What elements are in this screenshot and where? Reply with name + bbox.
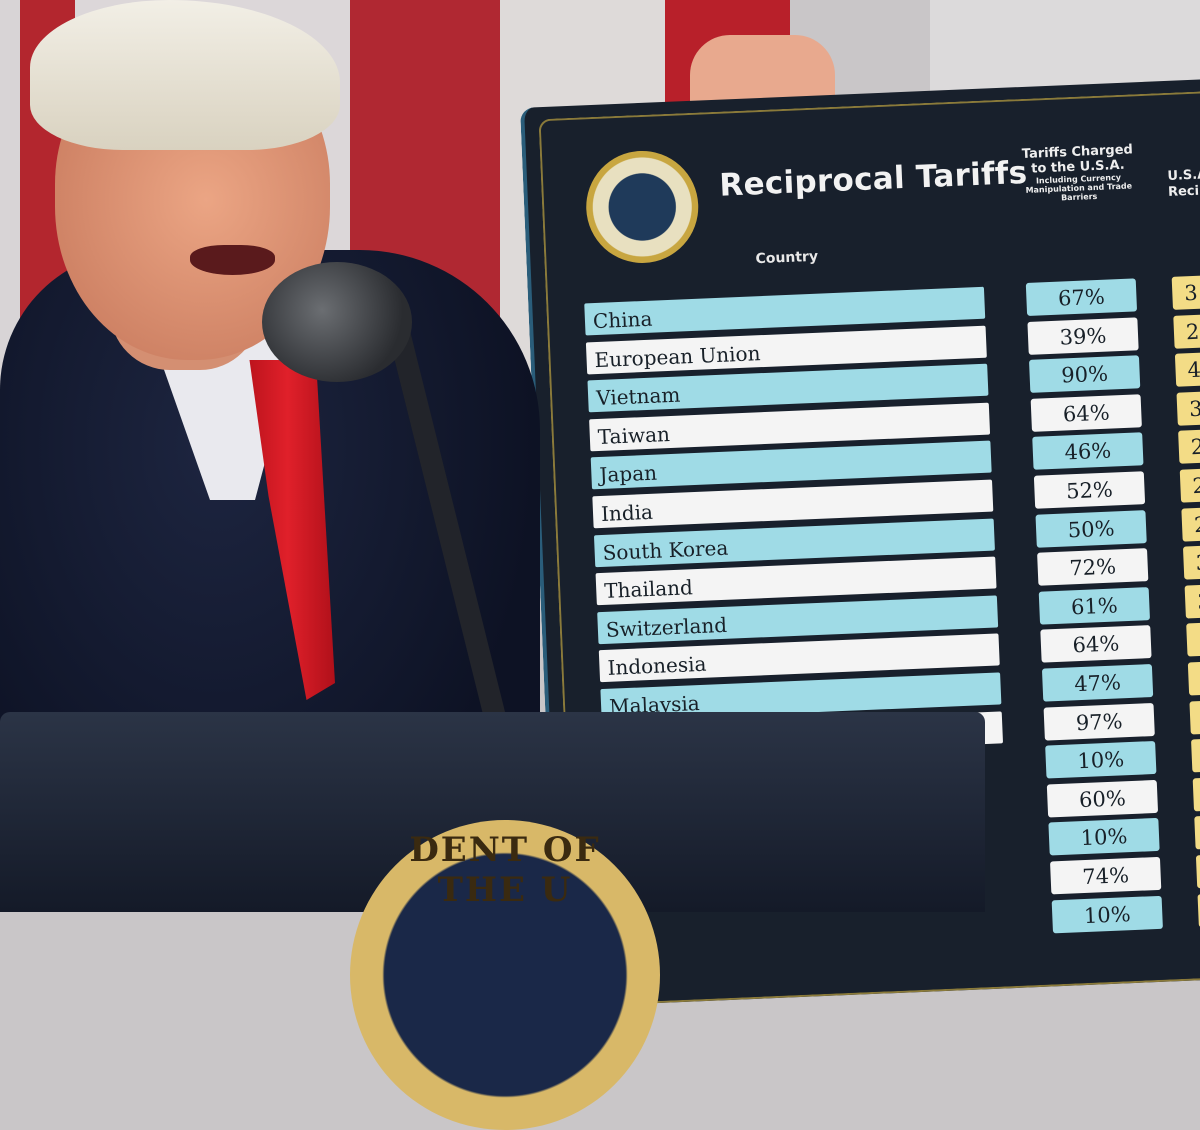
- charged-cell: 72%: [1037, 548, 1149, 586]
- charged-cell: 67%: [1025, 278, 1138, 316]
- charged-subheader: Including Currency Manipulation and Trad…: [1025, 172, 1133, 203]
- charged-cell: 47%: [1041, 664, 1154, 702]
- charged-header-title: Tariffs Charged to the U.S.A.: [1021, 142, 1134, 177]
- charged-header: Tariffs Charged to the U.S.A. Including …: [1018, 142, 1138, 204]
- mouth: [190, 245, 275, 275]
- charged-cell: 90%: [1029, 355, 1141, 394]
- charged-cell: 52%: [1033, 471, 1146, 509]
- charged-cell: 10%: [1045, 741, 1157, 779]
- reciprocal-cell: 26: [1179, 464, 1200, 503]
- charged-cell: 74%: [1050, 856, 1162, 895]
- reciprocal-cell: 3: [1171, 271, 1200, 310]
- reciprocal-cell: 10: [1191, 734, 1200, 773]
- reciprocal-cell: 30: [1192, 773, 1200, 812]
- charged-cell: 97%: [1043, 702, 1155, 741]
- reciprocal-cell: 31: [1184, 580, 1200, 619]
- charged-cell: 64%: [1040, 625, 1152, 664]
- reciprocal-cell: 4: [1174, 348, 1200, 387]
- charged-cell: 46%: [1032, 432, 1144, 471]
- reciprocal-cell: 3: [1176, 387, 1200, 426]
- reciprocal-cell: 32: [1186, 618, 1200, 657]
- reciprocal-cell: 2: [1173, 310, 1200, 349]
- charged-cell: 50%: [1035, 509, 1147, 548]
- reciprocal-header-line1: U.S.A.: [1167, 167, 1200, 184]
- reciprocal-cell: 2: [1178, 426, 1200, 465]
- reciprocal-cell: 49: [1189, 696, 1200, 735]
- charged-cell: 39%: [1027, 316, 1139, 355]
- charged-cell: 61%: [1038, 586, 1150, 625]
- reciprocal-cell: 10: [1194, 811, 1200, 850]
- podium-seal-text: DENT OF THE U: [409, 830, 601, 910]
- hair: [30, 0, 340, 150]
- charged-cell: 10%: [1051, 895, 1163, 933]
- reciprocal-header-line2: Recip: [1167, 183, 1200, 200]
- country-header: Country: [755, 248, 819, 268]
- charged-cell: 10%: [1048, 818, 1160, 856]
- microphone-icon: [262, 262, 412, 382]
- charged-cell: 60%: [1046, 779, 1159, 818]
- reciprocal-cell: 24: [1187, 657, 1200, 696]
- reciprocal-cell: 37: [1195, 850, 1200, 889]
- reciprocal-cell: 36: [1182, 541, 1200, 580]
- charged-cell: 64%: [1030, 394, 1142, 432]
- reciprocal-cell: 2: [1181, 503, 1200, 542]
- reciprocal-header: U.S.A. Recip: [1167, 167, 1200, 201]
